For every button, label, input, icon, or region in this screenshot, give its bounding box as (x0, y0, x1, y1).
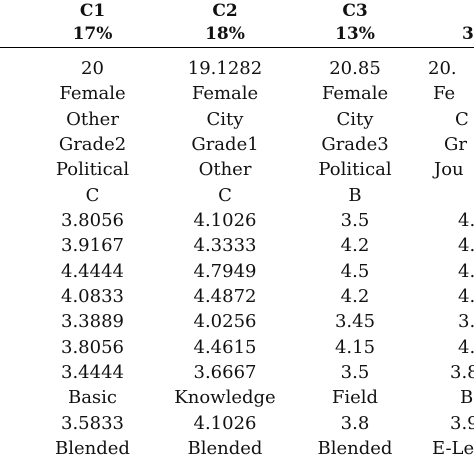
table-cell: 19.1282 (187, 58, 263, 79)
table-cell: 4.3333 (193, 235, 257, 257)
header-rule (0, 47, 474, 48)
table-cell: Blended (187, 438, 263, 460)
table-cell: 3.8 (340, 412, 370, 434)
table-cell: Basic (67, 387, 118, 409)
table-cell: 3.8056 (61, 210, 124, 232)
table-cell: B (348, 184, 362, 206)
table-cell: 4.5 (340, 260, 370, 282)
table-cell: 4. (458, 286, 474, 308)
table-cell: C (85, 184, 100, 206)
table-cell: Other (198, 159, 252, 181)
table-cell: 4.4872 (193, 286, 257, 308)
table-cell: Other (66, 108, 119, 130)
column-c4-values: 20. Fe C Gr Jou 4. 4. 4. 4. 3. 4. 3.8 B … (428, 56, 474, 462)
column-header (462, 0, 474, 23)
column-c4: 3 (462, 0, 474, 46)
table-cell: 3.5 (340, 210, 370, 232)
column-c1: C1 17% (40, 0, 145, 46)
table-cell: Field (331, 387, 379, 409)
column-c1-values: 20 Female Other Grade2 Political C 3.805… (40, 56, 145, 462)
table-cell: 20.85 (329, 58, 381, 79)
table-cell: Blended (55, 438, 130, 460)
table-cell: 3.9167 (61, 235, 124, 257)
table-cell: City (206, 108, 244, 130)
table-cell: 3.5 (340, 362, 370, 384)
table-cell: Fe (433, 83, 456, 105)
column-header: C2 (212, 1, 238, 21)
table-cell: 4. (458, 336, 474, 358)
table-cell: 4. (458, 210, 474, 232)
table-cell: 4.0256 (193, 311, 257, 333)
table-cell: Grade1 (191, 134, 259, 156)
table-cell: 4.2 (340, 286, 370, 308)
table-cell (430, 183, 474, 208)
column-c3: C3 13% (305, 0, 405, 46)
table-cell: Grade3 (321, 134, 389, 156)
table-cell: E-Le (432, 438, 474, 460)
table-cell: 3.3889 (61, 311, 124, 333)
table-cell: 4.2 (340, 235, 370, 257)
table-cell: 4.7949 (193, 260, 257, 282)
column-header: C1 (79, 1, 106, 21)
table-cell: 3.5833 (61, 412, 124, 434)
table-cell: Female (321, 83, 389, 105)
table-cell: 4.0833 (61, 286, 124, 308)
table-cell: 20 (81, 58, 104, 79)
table-cell: 20. (428, 58, 457, 79)
column-c3-values: 20.85 Female City Grade3 Political B 3.5… (305, 56, 405, 462)
table-cell: Female (59, 83, 126, 105)
table-cell: 3.4444 (61, 362, 124, 384)
table-cell: 3.8056 (61, 336, 124, 358)
table-cell: Political (318, 159, 392, 181)
table-cell: 4.1026 (193, 412, 257, 434)
column-share-partial: 3 (462, 24, 474, 44)
table-cell: 3. (458, 311, 474, 333)
column-share: 18% (205, 24, 245, 44)
table-cell: B (460, 387, 474, 409)
table-cell: Grade2 (58, 134, 127, 156)
table-cell: Knowledge (174, 387, 276, 409)
table-cell: 4.4615 (193, 336, 257, 358)
table-cell: 3.6667 (193, 362, 257, 384)
table-cell: 4.1026 (193, 210, 257, 232)
table-cell: City (336, 108, 374, 130)
table-cell: Female (191, 83, 259, 105)
table-cell: 4.4444 (61, 260, 124, 282)
column-header: C3 (342, 1, 368, 21)
table-cell: 3.9 (450, 412, 474, 434)
column-c2-values: 19.1282 Female City Grade1 Other C 4.102… (165, 56, 285, 462)
table-cell: Political (55, 159, 130, 181)
table-cell: 3.8 (450, 362, 474, 384)
column-c2: C2 18% (165, 0, 285, 46)
table-cell: 4. (458, 260, 474, 282)
table-cell: 4.15 (334, 336, 376, 358)
table-cell: 4. (458, 235, 474, 257)
column-share: 17% (72, 24, 113, 44)
table-cell: C (218, 184, 232, 206)
table-cell: 3.45 (334, 311, 376, 333)
table-cell: C (455, 108, 469, 130)
table-cell: Gr (444, 134, 467, 156)
column-share: 13% (335, 24, 375, 44)
table-cell: Jou (434, 159, 464, 181)
table-cell: Blended (317, 438, 393, 460)
